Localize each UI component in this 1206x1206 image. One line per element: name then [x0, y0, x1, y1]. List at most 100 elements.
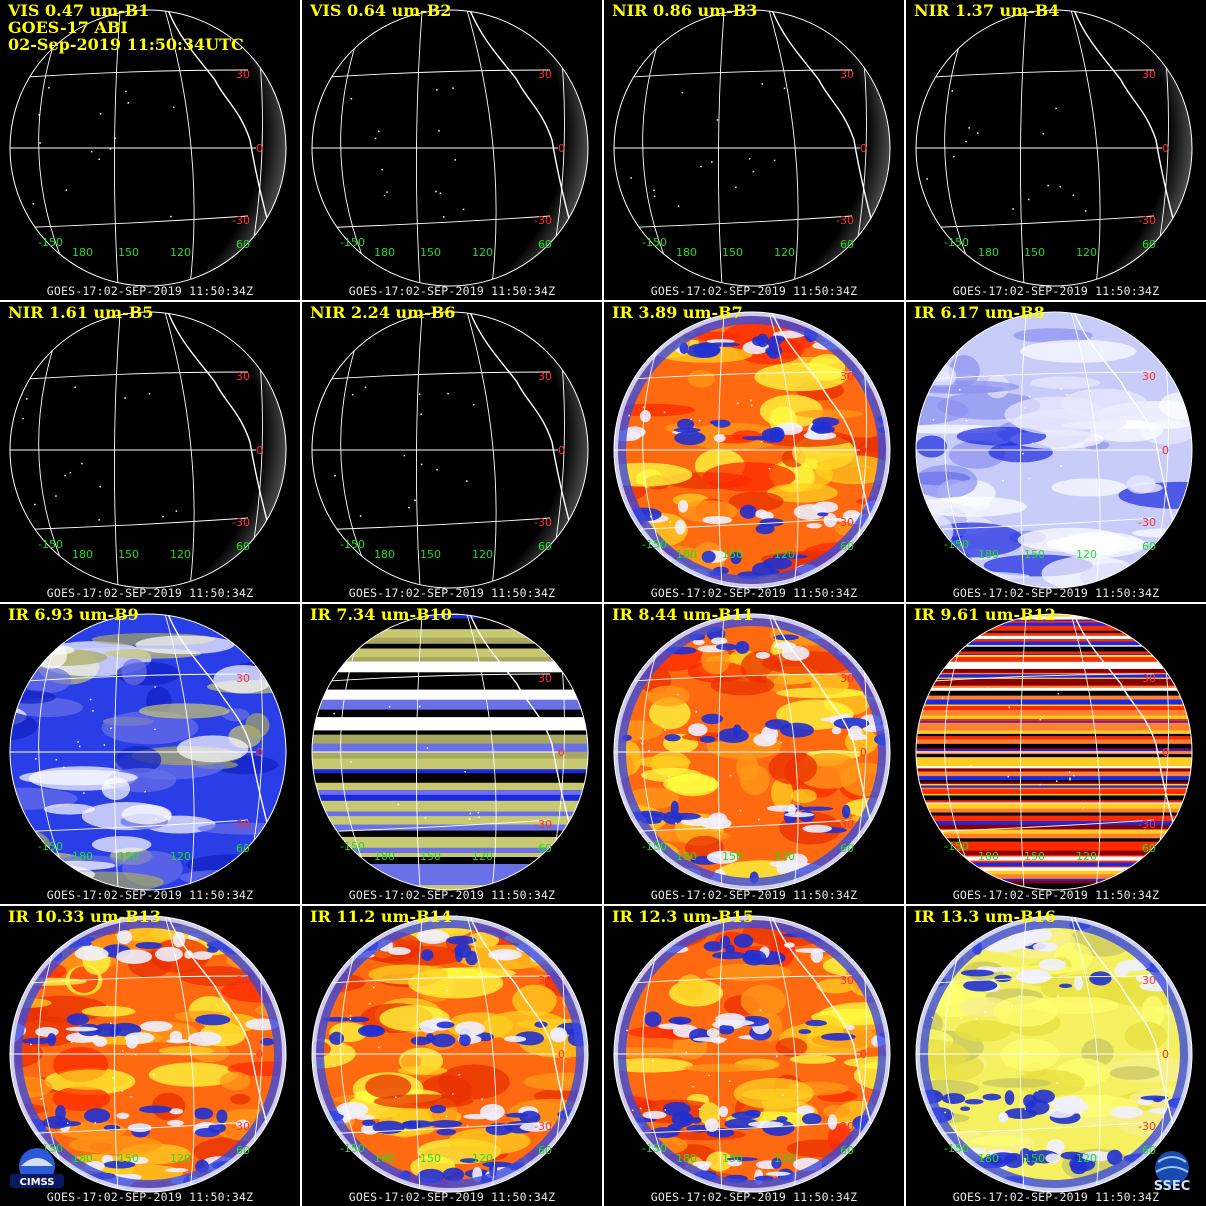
- longitude-label: 180: [72, 246, 93, 259]
- band-panel-6: 30 0 -30 -150 180 150 120 60 NIR 2.24 um-B6 GOE…: [302, 302, 602, 602]
- latitude-label: -30: [232, 818, 250, 831]
- band-panel-11: 30 0 -30 -150 180 150 120 60 IR 8.44 um-B11 GOE…: [604, 604, 904, 904]
- longitude-label: 150: [420, 548, 441, 561]
- latitude-label: 30: [236, 370, 250, 383]
- latitude-label: 30: [840, 974, 854, 987]
- longitude-label: 150: [118, 850, 139, 863]
- longitude-label: 180: [978, 548, 999, 561]
- latitude-label: 30: [1142, 974, 1156, 987]
- longitude-label: 60: [840, 238, 854, 251]
- latitude-label: 30: [1142, 68, 1156, 81]
- panel-timestamp: GOES-17:02-SEP-2019 11:50:34Z: [348, 586, 556, 600]
- longitude-label: 60: [236, 1144, 250, 1157]
- band-panel-8: 30 0 -30 -150 180 150 120 60 IR 6.17 um-B8 GOES…: [906, 302, 1206, 602]
- longitude-label: -150: [642, 1142, 667, 1155]
- longitude-label: 180: [676, 548, 697, 561]
- panel-timestamp: GOES-17:02-SEP-2019 11:50:34Z: [46, 1190, 254, 1204]
- latitude-label: -30: [534, 1120, 552, 1133]
- band-title: NIR 2.24 um-B6: [310, 304, 455, 321]
- band-label: VIS 0.64 um-B2: [310, 1, 452, 20]
- longitude-label: 150: [1024, 548, 1045, 561]
- longitude-label: 150: [722, 246, 743, 259]
- longitude-label: 60: [538, 1144, 552, 1157]
- band-panel-15: 30 0 -30 -150 180 150 120 60 IR 12.3 um-B15 GOE…: [604, 906, 904, 1206]
- band-panel-1: 30 0 -30 -150 180 150 120 60 VIS 0.47 um-B1 GOE…: [0, 0, 300, 300]
- band-title: VIS 0.47 um-B1 GOES-17 ABI 02-Sep-2019 11…: [8, 2, 244, 53]
- panel-timestamp: GOES-17:02-SEP-2019 11:50:34Z: [650, 1190, 858, 1204]
- latitude-label: -30: [1138, 214, 1156, 227]
- latitude-label: 0: [256, 746, 263, 759]
- panel-timestamp: GOES-17:02-SEP-2019 11:50:34Z: [348, 284, 556, 298]
- longitude-label: 60: [840, 842, 854, 855]
- longitude-label: 60: [1142, 842, 1156, 855]
- latitude-label: 30: [538, 68, 552, 81]
- latitude-label: 30: [236, 974, 250, 987]
- latitude-label: -30: [232, 214, 250, 227]
- latitude-label: -30: [836, 516, 854, 529]
- longitude-label: 60: [236, 842, 250, 855]
- longitude-label: 180: [72, 548, 93, 561]
- latitude-label: 0: [1162, 1048, 1169, 1061]
- latitude-label: -30: [232, 516, 250, 529]
- band-title: IR 6.93 um-B9: [8, 606, 139, 623]
- band-label: IR 9.61 um-B12: [914, 605, 1056, 624]
- panel-timestamp: GOES-17:02-SEP-2019 11:50:34Z: [46, 586, 254, 600]
- band-title: IR 7.34 um-B10: [310, 606, 452, 623]
- panel-timestamp: GOES-17:02-SEP-2019 11:50:34Z: [46, 284, 254, 298]
- longitude-label: 180: [676, 850, 697, 863]
- latitude-label: 0: [256, 444, 263, 457]
- latitude-label: -30: [836, 818, 854, 831]
- band-label: IR 12.3 um-B15: [612, 907, 754, 926]
- longitude-label: 60: [1142, 1144, 1156, 1157]
- longitude-label: 120: [774, 548, 795, 561]
- band-label: IR 6.17 um-B8: [914, 303, 1045, 322]
- cimss-logo: CIMSS: [8, 1144, 66, 1192]
- band-title: NIR 1.61 um-B5: [8, 304, 153, 321]
- longitude-label: 180: [374, 1152, 395, 1165]
- longitude-label: 60: [538, 540, 552, 553]
- longitude-label: 60: [1142, 238, 1156, 251]
- panel-timestamp: GOES-17:02-SEP-2019 11:50:34Z: [952, 586, 1160, 600]
- latitude-label: -30: [836, 1120, 854, 1133]
- latitude-label: -30: [534, 516, 552, 529]
- longitude-label: -150: [642, 236, 667, 249]
- longitude-label: 60: [236, 540, 250, 553]
- longitude-label: 180: [72, 850, 93, 863]
- longitude-label: 60: [538, 238, 552, 251]
- panel-timestamp: GOES-17:02-SEP-2019 11:50:34Z: [348, 1190, 556, 1204]
- latitude-label: 30: [1142, 672, 1156, 685]
- longitude-label: 150: [118, 1152, 139, 1165]
- panel-timestamp: GOES-17:02-SEP-2019 11:50:34Z: [650, 586, 858, 600]
- panel-timestamp: GOES-17:02-SEP-2019 11:50:34Z: [348, 888, 556, 902]
- band-title: IR 13.3 um-B16: [914, 908, 1056, 925]
- longitude-label: 120: [472, 850, 493, 863]
- longitude-label: 120: [774, 246, 795, 259]
- band-label: NIR 2.24 um-B6: [310, 303, 456, 322]
- longitude-label: 150: [118, 548, 139, 561]
- longitude-label: 180: [978, 1152, 999, 1165]
- longitude-label: -150: [340, 236, 365, 249]
- band-label: NIR 0.86 um-B3: [612, 1, 758, 20]
- latitude-label: 0: [558, 444, 565, 457]
- band-label: VIS 0.47 um-B1: [8, 1, 150, 20]
- latitude-label: 0: [1162, 746, 1169, 759]
- longitude-label: 150: [1024, 850, 1045, 863]
- panel-timestamp: GOES-17:02-SEP-2019 11:50:34Z: [650, 284, 858, 298]
- band-panel-5: 30 0 -30 -150 180 150 120 60 NIR 1.61 um-B5 GOE…: [0, 302, 300, 602]
- band-title: NIR 0.86 um-B3: [612, 2, 757, 19]
- band-title: IR 12.3 um-B15: [612, 908, 754, 925]
- band-label: IR 6.93 um-B9: [8, 605, 139, 624]
- band-title: IR 10.33 um-B13: [8, 908, 161, 925]
- longitude-label: -150: [944, 1142, 969, 1155]
- latitude-label: 30: [236, 68, 250, 81]
- longitude-label: 60: [840, 540, 854, 553]
- band-title: IR 8.44 um-B11: [612, 606, 754, 623]
